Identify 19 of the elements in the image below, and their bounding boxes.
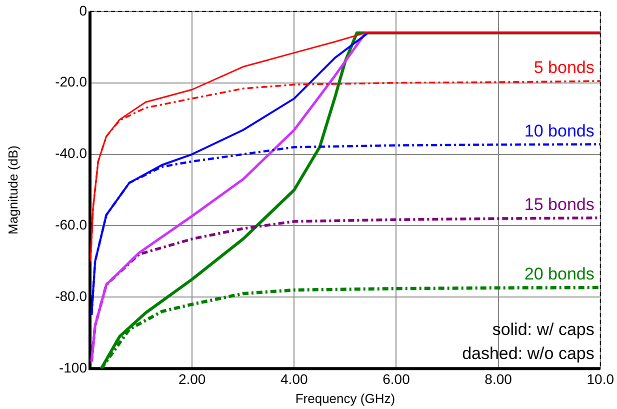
annotation: solid: w/ caps	[492, 320, 594, 339]
y-axis-title: Magnitude (dB)	[5, 146, 20, 234]
x-tick-label: 6.00	[382, 370, 410, 387]
annotation: dashed: w/o caps	[462, 344, 594, 363]
x-tick-label: 4.00	[280, 370, 308, 387]
x-tick-label: 2.00	[178, 370, 206, 387]
series-label: 20 bonds	[524, 264, 594, 284]
x-tick-label: 8.00	[484, 370, 512, 387]
x-axis-title: Frequency (GHz)	[295, 390, 396, 406]
y-tick-label: -60.0	[55, 216, 88, 233]
series-label: 15 bonds	[524, 195, 594, 214]
series-label: 10 bonds	[524, 121, 594, 140]
y-tick-label: -80.0	[55, 288, 88, 304]
series-label: 5 bonds	[534, 58, 594, 78]
y-tick-label: 0	[79, 2, 88, 18]
y-tick-label: -40.0	[55, 145, 88, 162]
x-tick-label: 10.0	[586, 370, 614, 387]
y-tick-label: -100	[58, 359, 88, 376]
y-tick-label: -20.0	[55, 74, 88, 90]
